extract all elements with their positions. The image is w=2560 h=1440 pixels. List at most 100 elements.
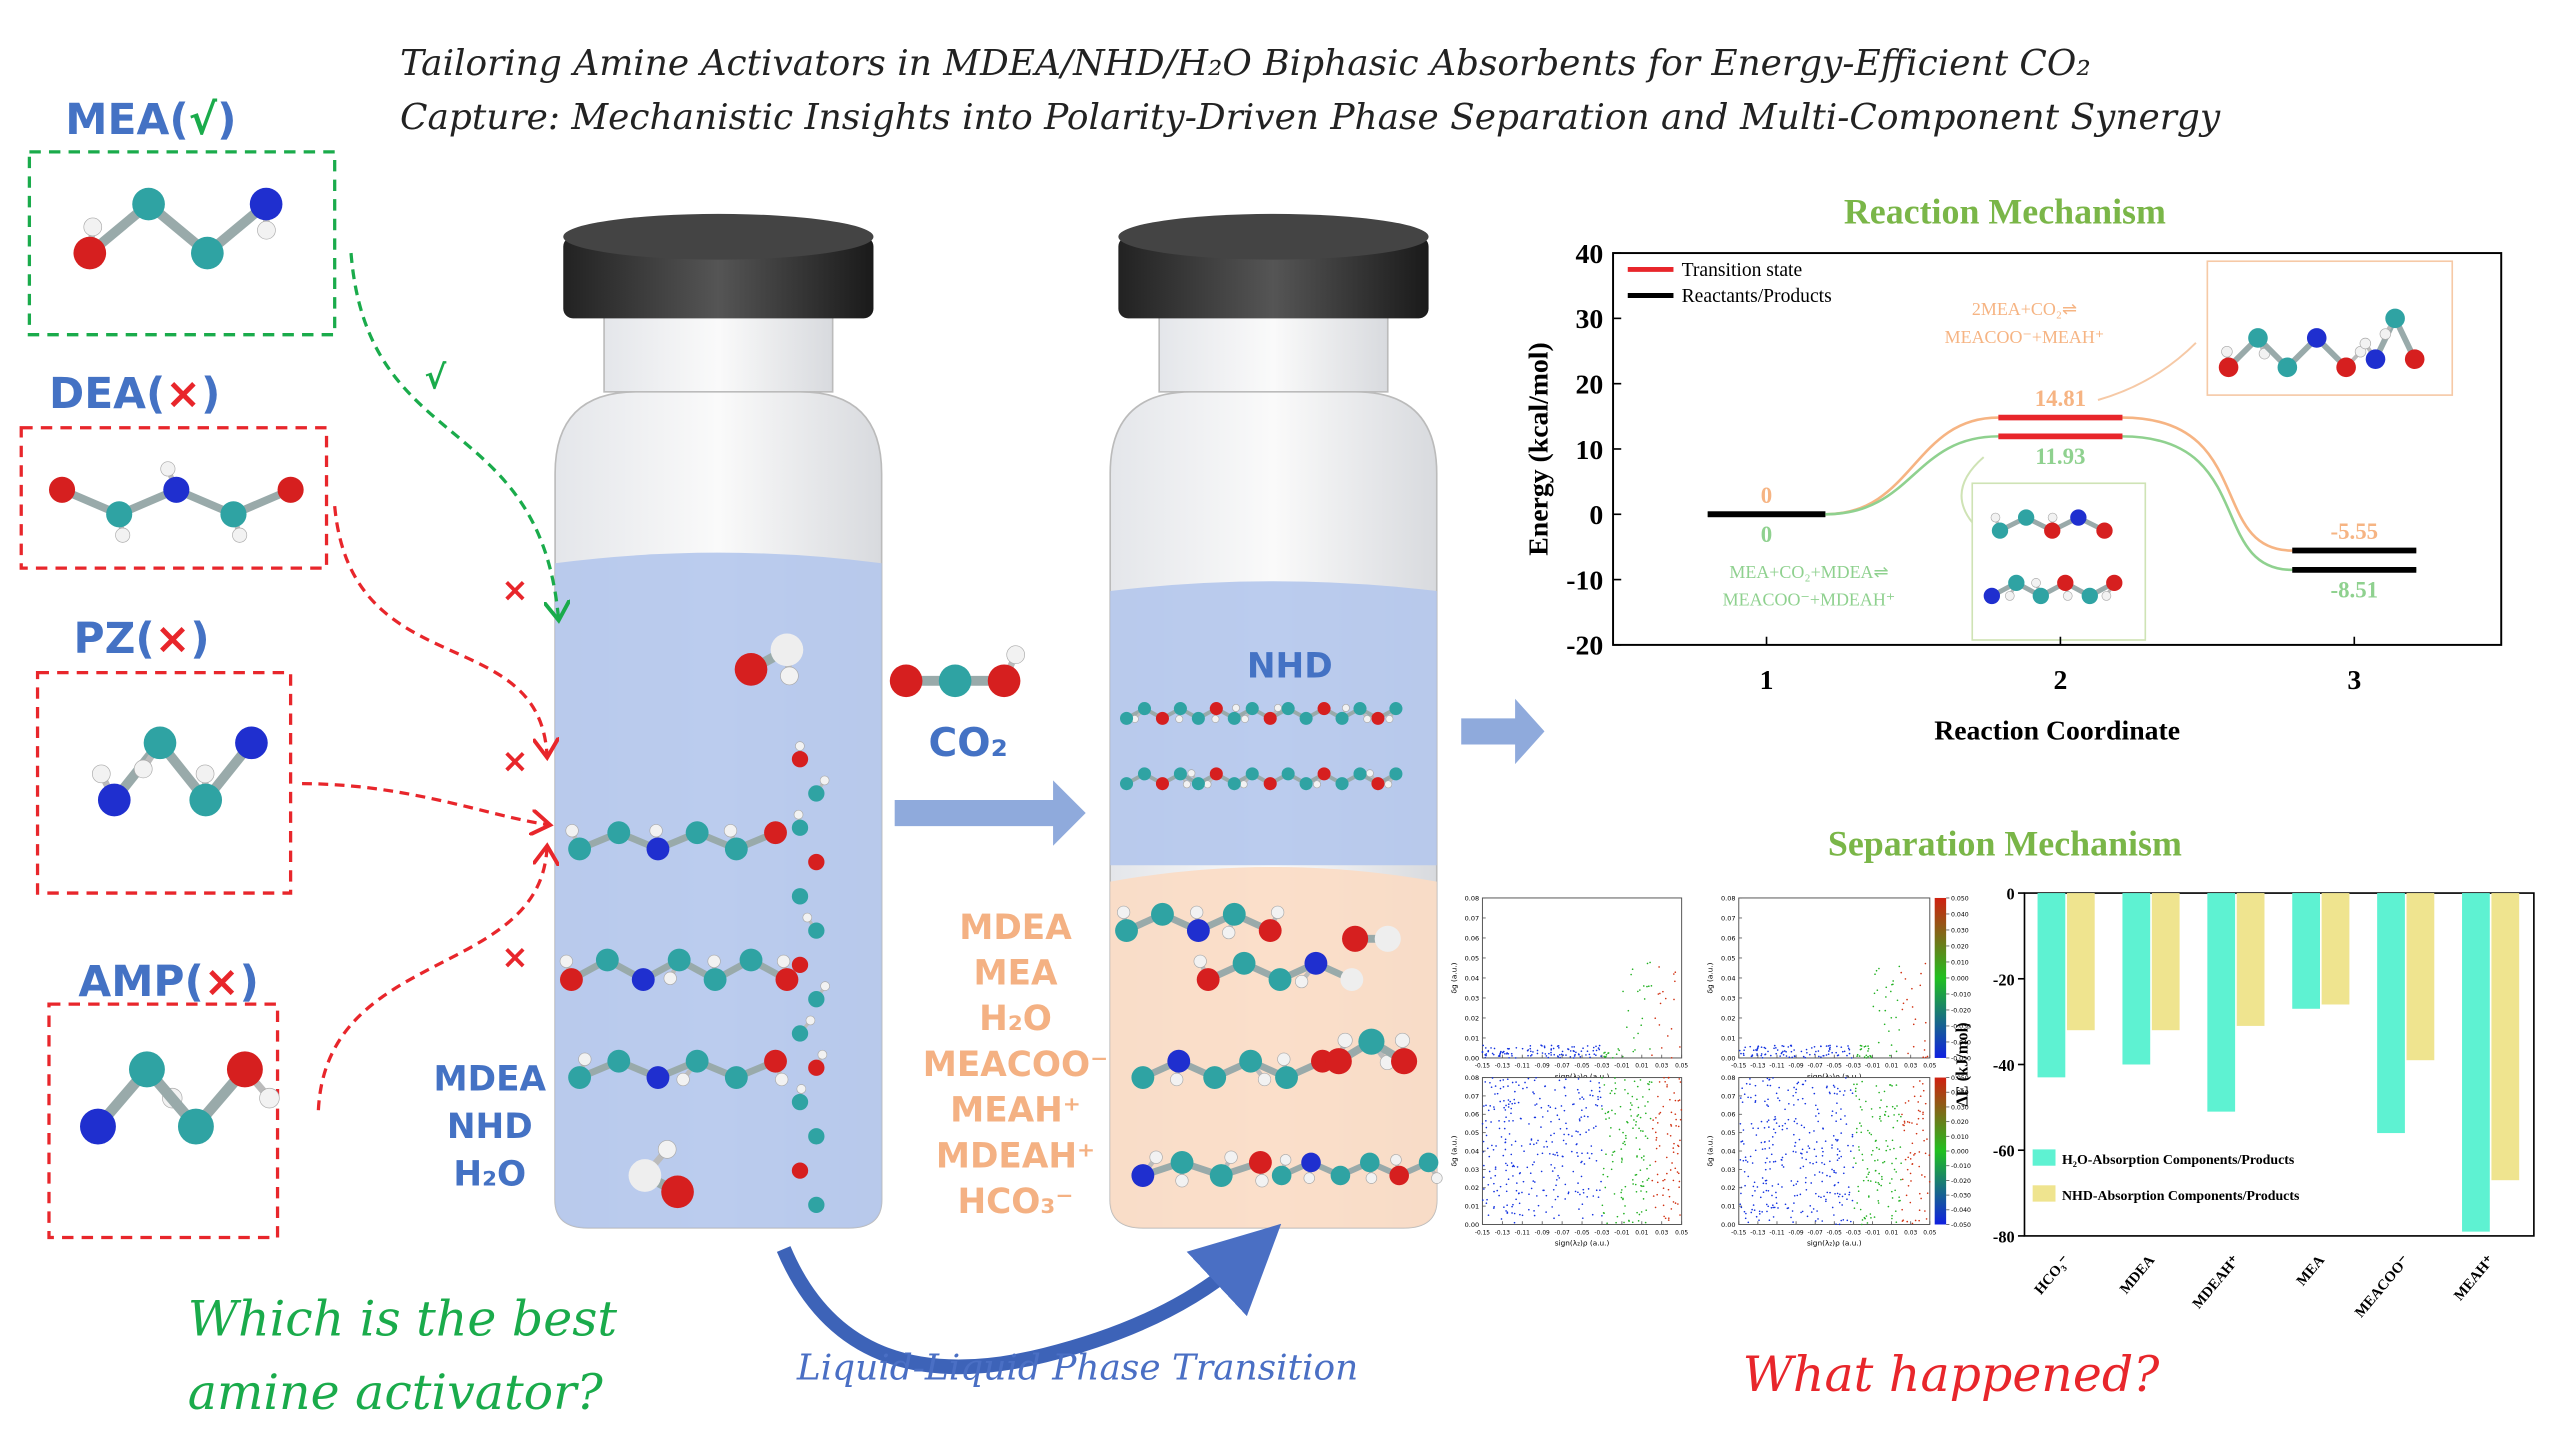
nci-point <box>1604 1112 1607 1115</box>
nci-point <box>1867 1045 1869 1047</box>
nci-point <box>1604 1051 1606 1054</box>
nci-point <box>1788 1102 1790 1105</box>
nci-point <box>1511 1055 1513 1057</box>
nci-point <box>1541 1052 1544 1054</box>
nci-point <box>1843 1090 1846 1092</box>
nci-point <box>1894 1107 1896 1110</box>
nci-point <box>1743 1054 1745 1057</box>
nci-point <box>1822 1150 1824 1153</box>
atom <box>1120 711 1134 725</box>
y-tick-label: 0.07 <box>1721 914 1736 922</box>
nci-point <box>1829 1191 1831 1194</box>
dashed-arrow <box>333 505 547 754</box>
nci-point <box>1919 1095 1922 1097</box>
y-tick-label: 0.04 <box>1721 974 1736 982</box>
nci-point <box>1833 1092 1836 1095</box>
nci-point <box>1861 1080 1863 1083</box>
y-tick-label: -60 <box>1993 1142 2015 1161</box>
atom <box>1222 902 1246 926</box>
vial-label: H₂O <box>979 999 1052 1039</box>
nci-point <box>1601 1204 1604 1207</box>
nci-point <box>1634 1049 1636 1051</box>
nci-point <box>1793 1104 1795 1106</box>
nci-point <box>1486 1147 1489 1150</box>
x-tick-label: HCO₃⁻ <box>2032 1253 2074 1298</box>
nci-point <box>1878 1183 1881 1186</box>
nci-point <box>1636 1211 1638 1214</box>
nci-point <box>1588 1129 1590 1131</box>
nci-point <box>1625 1137 1627 1140</box>
nci-point <box>1659 992 1661 995</box>
nci-point <box>1817 1218 1819 1220</box>
nci-point <box>1669 1169 1672 1171</box>
x-tick-label: MDEA <box>2117 1252 2158 1297</box>
y-tick-label: 0.01 <box>1465 1034 1480 1042</box>
nci-point <box>1533 1079 1536 1082</box>
nci-point <box>1511 1081 1514 1084</box>
nci-point <box>1772 1161 1775 1163</box>
nci-point <box>1770 1153 1773 1156</box>
nci-point <box>1503 1127 1506 1130</box>
nci-point <box>1646 962 1649 965</box>
nci-point <box>1821 1147 1823 1150</box>
nci-point <box>1582 1098 1585 1100</box>
atom <box>2062 591 2073 601</box>
y-tick-label: 0.06 <box>1465 934 1480 942</box>
nci-point <box>1636 1098 1638 1101</box>
nci-point <box>1788 1056 1791 1059</box>
atom <box>1295 974 1309 989</box>
atom <box>97 783 131 817</box>
chart-title: Reaction Mechanism <box>1844 192 2166 232</box>
atom <box>128 1051 165 1088</box>
atom <box>819 775 830 786</box>
atom <box>235 726 268 760</box>
nci-point <box>1745 1082 1748 1085</box>
title-line: Capture: Mechanistic Insights into Polar… <box>400 97 2221 138</box>
atom <box>2336 357 2356 378</box>
nci-point <box>1485 1053 1488 1055</box>
nci-point <box>1869 1055 1872 1058</box>
x-tick-label: 0.01 <box>1885 1230 1898 1236</box>
nci-point <box>1891 1197 1894 1199</box>
nci-point <box>1589 1080 1592 1082</box>
nci-point <box>1562 1054 1564 1056</box>
nci-point <box>1628 1219 1630 1222</box>
atom <box>764 821 787 845</box>
nci-point <box>1805 1048 1808 1051</box>
nci-point <box>1795 1151 1797 1153</box>
nci-point <box>1820 1045 1822 1047</box>
nci-point <box>1577 1182 1579 1184</box>
atom <box>780 666 799 686</box>
x-tick-label: -0.11 <box>1769 1230 1784 1236</box>
colorbar-tick-label: 0.020 <box>1951 943 1969 950</box>
nci-point <box>1634 1124 1637 1126</box>
molecule-box <box>27 150 337 337</box>
atom <box>160 461 176 477</box>
nci-point <box>1543 1045 1546 1047</box>
nci-point <box>1668 1195 1671 1198</box>
nci-point <box>1813 1130 1815 1132</box>
nci-point <box>1835 1112 1838 1114</box>
nci-point <box>1924 1021 1927 1024</box>
nci-point <box>1742 1159 1745 1162</box>
nci-point <box>1493 1182 1495 1185</box>
nci-point <box>1852 1144 1854 1147</box>
nci-point <box>1514 1057 1517 1059</box>
nci-point <box>1545 1140 1548 1143</box>
nci-point <box>1806 1051 1808 1054</box>
nci-point <box>1662 1187 1665 1190</box>
nci-point <box>1677 1125 1680 1128</box>
nci-point <box>1864 1045 1867 1048</box>
nci-point <box>1639 1116 1642 1119</box>
nci-point <box>1574 1053 1576 1056</box>
nci-point <box>1663 1215 1665 1218</box>
nci-point <box>1553 1167 1556 1169</box>
nci-point <box>1752 1185 1755 1188</box>
nci-point <box>1494 1093 1496 1095</box>
atom <box>1268 968 1292 992</box>
atom <box>1196 968 1220 992</box>
nci-point <box>1597 1095 1599 1098</box>
nci-point <box>1540 1170 1543 1173</box>
nci-point <box>1836 1093 1838 1095</box>
nci-point <box>1831 1051 1833 1054</box>
